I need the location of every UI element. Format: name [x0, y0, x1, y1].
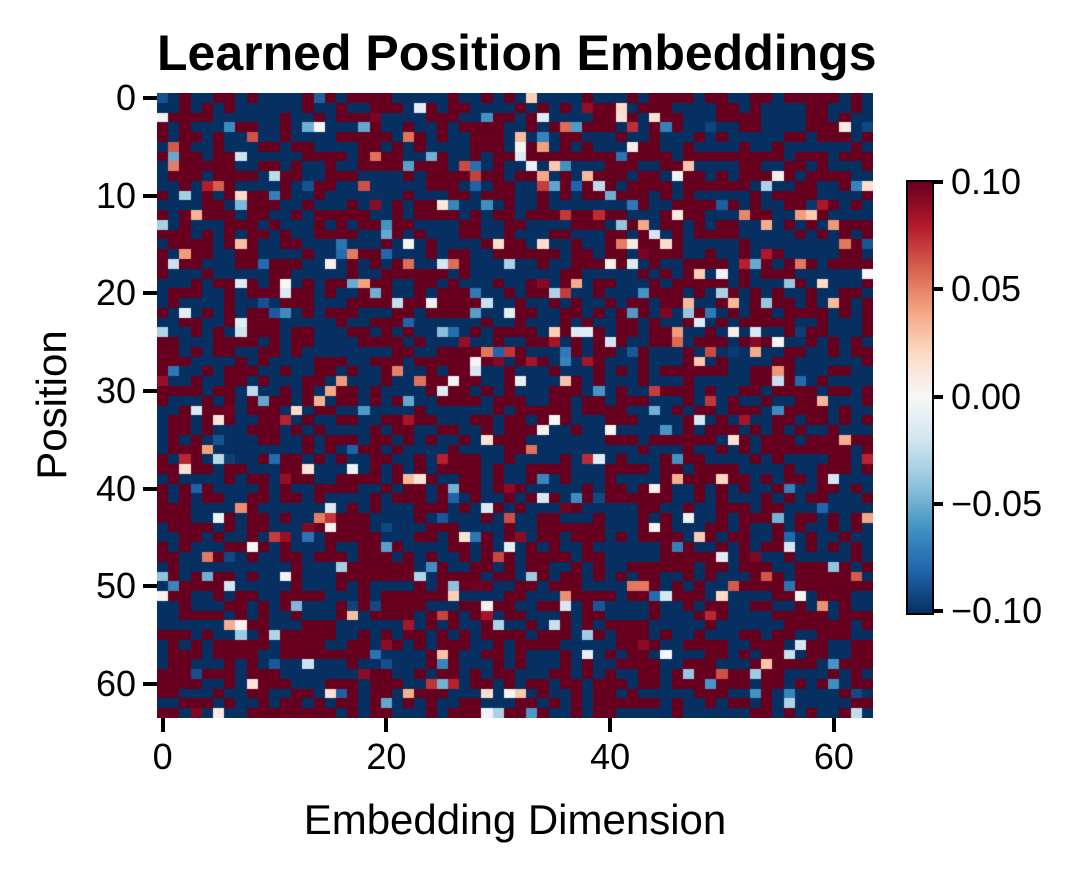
y-tick-mark — [143, 486, 157, 491]
y-tick-mark — [143, 584, 157, 589]
colorbar-gradient — [908, 182, 932, 613]
y-tick-label: 30 — [95, 369, 136, 411]
y-tick-label: 10 — [95, 174, 136, 216]
y-tick-label: 40 — [95, 467, 136, 509]
y-tick-label: 50 — [95, 565, 136, 607]
x-tick-label: 40 — [590, 736, 631, 777]
y-tick-mark — [143, 95, 157, 100]
x-tick-label: 20 — [366, 736, 407, 777]
colorbar-tick-mark — [932, 394, 943, 399]
chart-title: Learned Position Embeddings — [157, 25, 877, 81]
x-axis-label: Embedding Dimension — [303, 796, 727, 843]
colorbar-tick-mark — [932, 287, 943, 292]
y-tick-mark — [143, 291, 157, 296]
x-tick-mark — [384, 718, 389, 732]
colorbar-tick-label: −0.05 — [951, 482, 1043, 524]
colorbar — [906, 180, 934, 615]
colorbar-tick-mark — [932, 501, 943, 506]
x-tick-label: 0 — [152, 736, 173, 777]
y-tick-label: 0 — [115, 76, 136, 118]
colorbar-tick-mark — [932, 180, 943, 184]
y-tick-mark — [143, 388, 157, 393]
colorbar-tick-mark — [932, 609, 943, 613]
y-tick-label: 20 — [95, 272, 136, 314]
y-tick-label: 60 — [95, 662, 136, 704]
colorbar-tick-label: 0.05 — [951, 268, 1022, 310]
colorbar-tick-label: 0.00 — [951, 375, 1022, 417]
y-axis-label: Position — [28, 330, 75, 480]
x-tick-mark — [608, 718, 613, 732]
x-tick-mark — [160, 718, 165, 732]
x-tick-mark — [831, 718, 836, 732]
y-tick-mark — [143, 193, 157, 198]
colorbar-tick-label: 0.10 — [951, 161, 1022, 202]
heatmap-canvas — [157, 93, 873, 718]
colorbar-tick-label: −0.10 — [951, 590, 1043, 631]
y-tick-mark — [143, 681, 157, 686]
x-tick-label: 60 — [813, 736, 854, 777]
